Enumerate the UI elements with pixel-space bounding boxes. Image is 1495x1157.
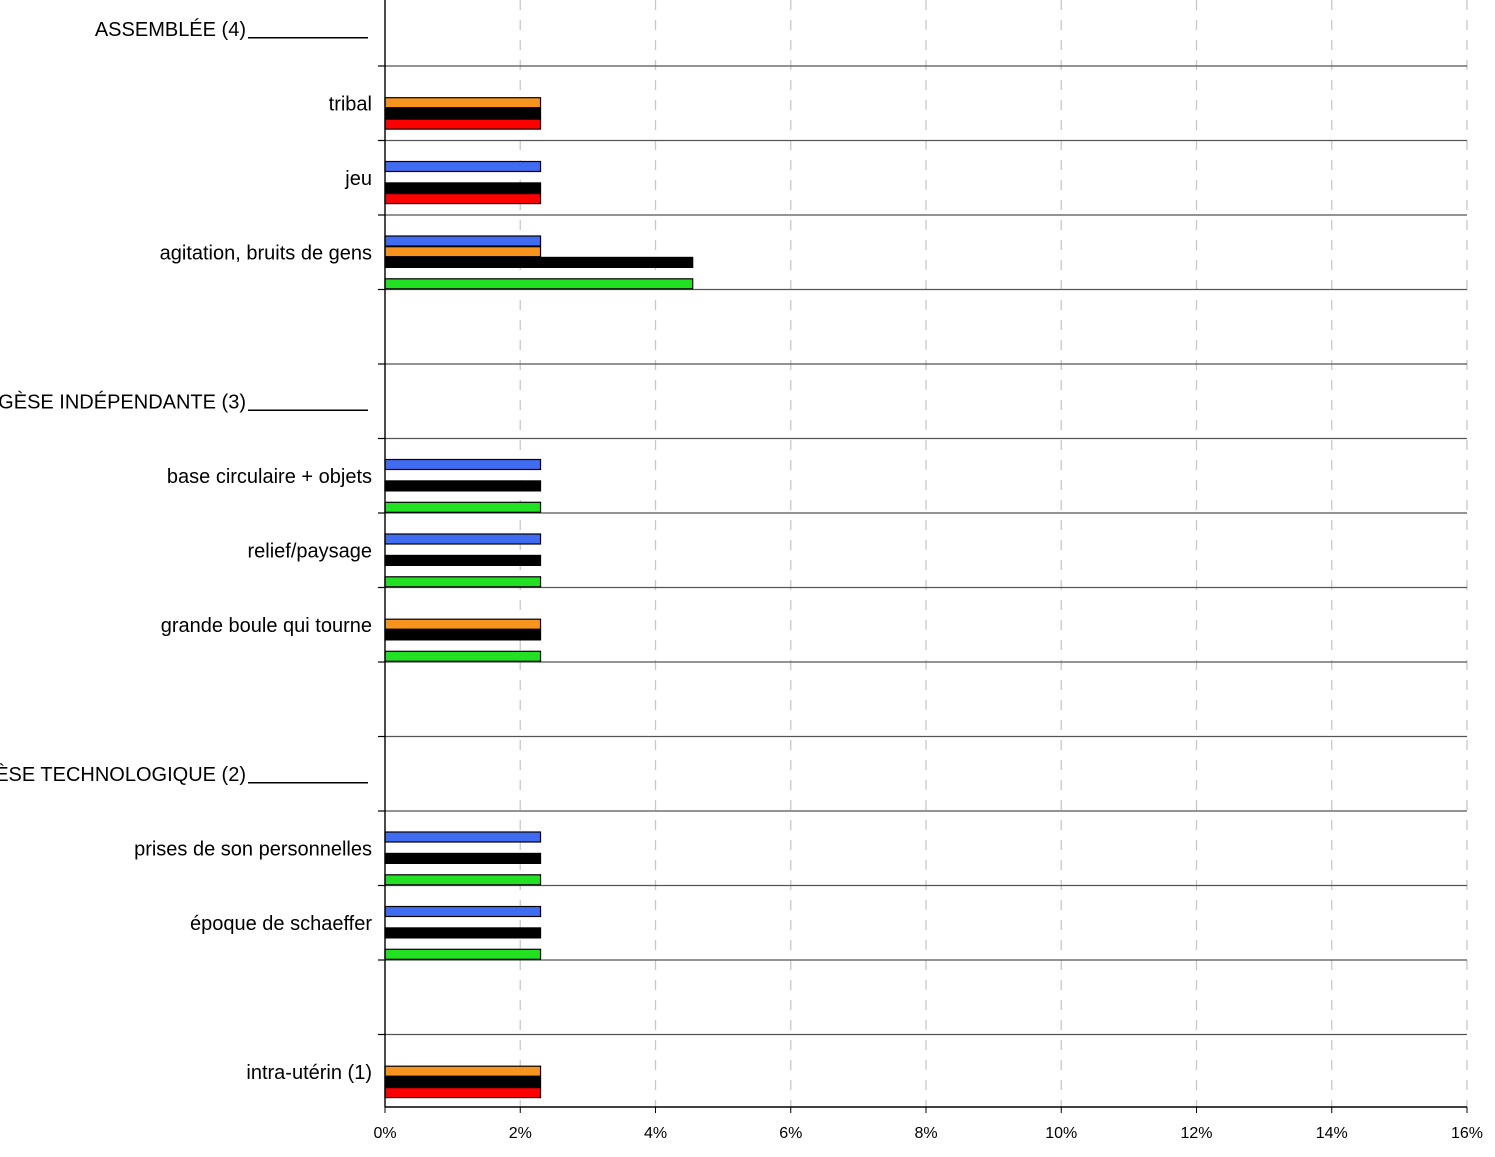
bar xyxy=(384,554,542,567)
bar xyxy=(384,246,542,258)
category-label: grande boule qui tourne xyxy=(161,615,372,637)
bar xyxy=(384,480,542,492)
x-tick-label: 16% xyxy=(1451,1125,1483,1142)
category-label: intra-utérin (1) xyxy=(246,1062,372,1084)
category-label: prises de son personnelles xyxy=(134,838,372,860)
bar xyxy=(384,852,542,865)
section-heading-label: DIÉGÈSE INDÉPENDANTE (3) xyxy=(0,390,246,413)
bar xyxy=(384,831,542,843)
bar xyxy=(384,118,542,130)
category-label: tribal xyxy=(329,93,372,115)
bar xyxy=(384,193,542,205)
bar xyxy=(384,235,542,247)
category-label: base circulaire + objets xyxy=(167,466,372,488)
x-tick-label: 14% xyxy=(1316,1125,1348,1142)
tick-labels: 0% 2% 4% 6% 8% 10% 12% 14% 16% xyxy=(373,1107,1483,1142)
bar xyxy=(384,182,542,194)
bar xyxy=(384,97,542,109)
x-tick-label: 12% xyxy=(1180,1125,1212,1142)
bar xyxy=(384,629,542,641)
x-tick-label: 0% xyxy=(373,1125,396,1142)
bar xyxy=(384,927,542,939)
section-heading-label: ASSEMBLÉE (4) xyxy=(95,18,246,41)
bar xyxy=(384,256,694,268)
bar xyxy=(384,160,542,173)
bar xyxy=(384,1076,542,1088)
category-labels: ASSEMBLÉE (4) tribal jeu agitation, bruits … xyxy=(0,18,372,1084)
bar xyxy=(384,1086,542,1099)
category-label: jeu xyxy=(344,168,372,190)
bar xyxy=(384,1065,542,1077)
x-tick-label: 6% xyxy=(779,1125,802,1142)
bar xyxy=(384,618,542,630)
x-tick-label: 4% xyxy=(644,1125,667,1142)
bar xyxy=(384,533,542,545)
bar xyxy=(384,576,542,588)
category-label: agitation, bruits de gens xyxy=(160,242,372,264)
bar xyxy=(384,948,542,960)
bars xyxy=(384,97,694,1099)
section-heading-label: DIÉGÈSE TECHNOLOGIQUE (2) xyxy=(0,763,246,786)
gridlines xyxy=(519,0,1468,1107)
x-tick-label: 8% xyxy=(914,1125,937,1142)
bar xyxy=(384,501,542,513)
x-tick-label: 10% xyxy=(1045,1125,1077,1142)
category-label: époque de schaeffer xyxy=(190,913,372,935)
bar xyxy=(384,874,542,886)
bar xyxy=(384,278,694,290)
x-tick-label: 2% xyxy=(509,1125,532,1142)
bar xyxy=(384,650,542,662)
bar xyxy=(384,107,542,120)
bar xyxy=(384,905,542,918)
bar xyxy=(384,458,542,471)
category-label: relief/paysage xyxy=(247,540,372,562)
row-separators xyxy=(385,65,1467,1036)
axes xyxy=(378,0,1467,1108)
